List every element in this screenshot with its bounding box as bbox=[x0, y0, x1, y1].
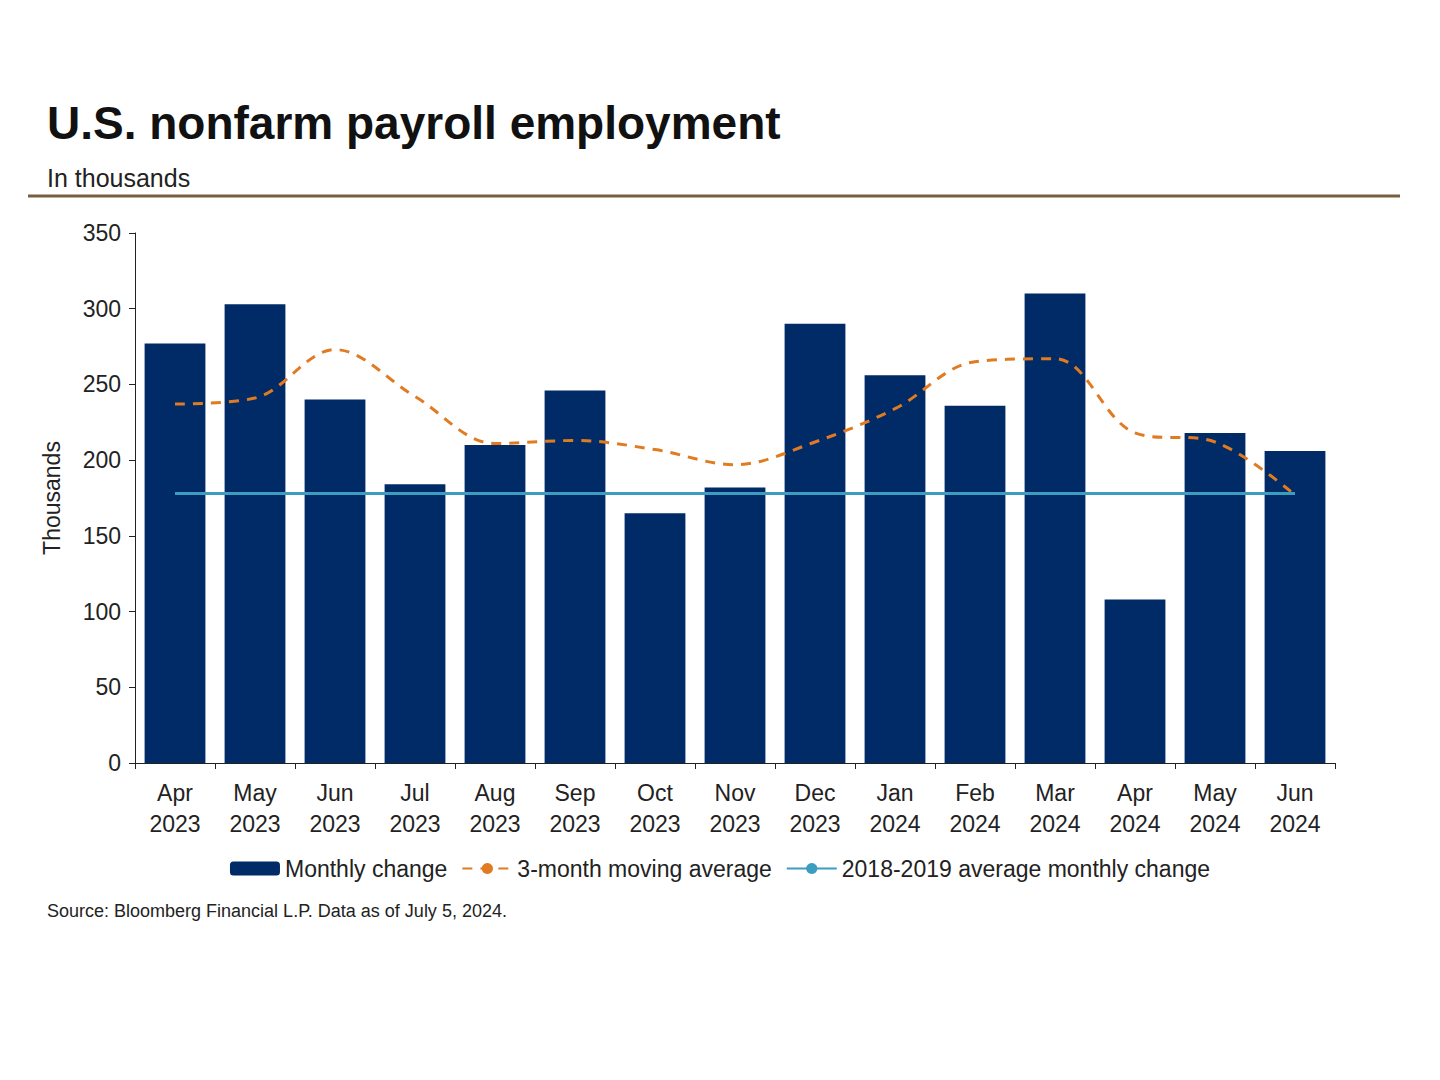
svg-text:200: 200 bbox=[83, 447, 121, 473]
svg-text:Jan: Jan bbox=[876, 780, 913, 806]
svg-text:Jul: Jul bbox=[400, 780, 429, 806]
svg-text:2024: 2024 bbox=[1029, 811, 1080, 837]
svg-text:300: 300 bbox=[83, 296, 121, 322]
svg-text:2023: 2023 bbox=[549, 811, 600, 837]
svg-text:2024: 2024 bbox=[869, 811, 920, 837]
svg-text:Mar: Mar bbox=[1035, 780, 1075, 806]
svg-text:2024: 2024 bbox=[1189, 811, 1240, 837]
svg-text:Apr: Apr bbox=[157, 780, 193, 806]
svg-text:May: May bbox=[1193, 780, 1237, 806]
svg-text:2023: 2023 bbox=[229, 811, 280, 837]
svg-text:U.S. nonfarm payroll employmen: U.S. nonfarm payroll employment bbox=[47, 97, 781, 149]
svg-text:Monthly change: Monthly change bbox=[285, 856, 447, 882]
svg-text:Feb: Feb bbox=[955, 780, 995, 806]
svg-text:Thousands: Thousands bbox=[39, 441, 65, 555]
svg-text:250: 250 bbox=[83, 371, 121, 397]
svg-text:3-month moving average: 3-month moving average bbox=[517, 856, 771, 882]
svg-text:2018-2019 average monthly chan: 2018-2019 average monthly change bbox=[842, 856, 1210, 882]
svg-text:Dec: Dec bbox=[795, 780, 836, 806]
svg-text:2023: 2023 bbox=[629, 811, 680, 837]
svg-text:Oct: Oct bbox=[637, 780, 673, 806]
svg-text:Jun: Jun bbox=[316, 780, 353, 806]
svg-text:Sep: Sep bbox=[555, 780, 596, 806]
svg-text:2024: 2024 bbox=[1109, 811, 1160, 837]
svg-text:50: 50 bbox=[95, 674, 121, 700]
svg-text:2023: 2023 bbox=[389, 811, 440, 837]
svg-text:2023: 2023 bbox=[709, 811, 760, 837]
svg-text:100: 100 bbox=[83, 599, 121, 625]
svg-text:In thousands: In thousands bbox=[47, 164, 190, 192]
svg-text:Aug: Aug bbox=[475, 780, 516, 806]
svg-text:150: 150 bbox=[83, 523, 121, 549]
svg-text:Source: Bloomberg Financial L.: Source: Bloomberg Financial L.P. Data as… bbox=[47, 901, 507, 921]
svg-text:May: May bbox=[233, 780, 277, 806]
svg-text:2023: 2023 bbox=[469, 811, 520, 837]
svg-text:2023: 2023 bbox=[149, 811, 200, 837]
svg-text:Apr: Apr bbox=[1117, 780, 1153, 806]
svg-text:2023: 2023 bbox=[789, 811, 840, 837]
svg-text:2024: 2024 bbox=[949, 811, 1000, 837]
svg-text:0: 0 bbox=[108, 750, 121, 776]
svg-text:350: 350 bbox=[83, 220, 121, 246]
svg-text:Jun: Jun bbox=[1276, 780, 1313, 806]
svg-text:2024: 2024 bbox=[1269, 811, 1320, 837]
svg-text:2023: 2023 bbox=[309, 811, 360, 837]
svg-text:Nov: Nov bbox=[715, 780, 756, 806]
